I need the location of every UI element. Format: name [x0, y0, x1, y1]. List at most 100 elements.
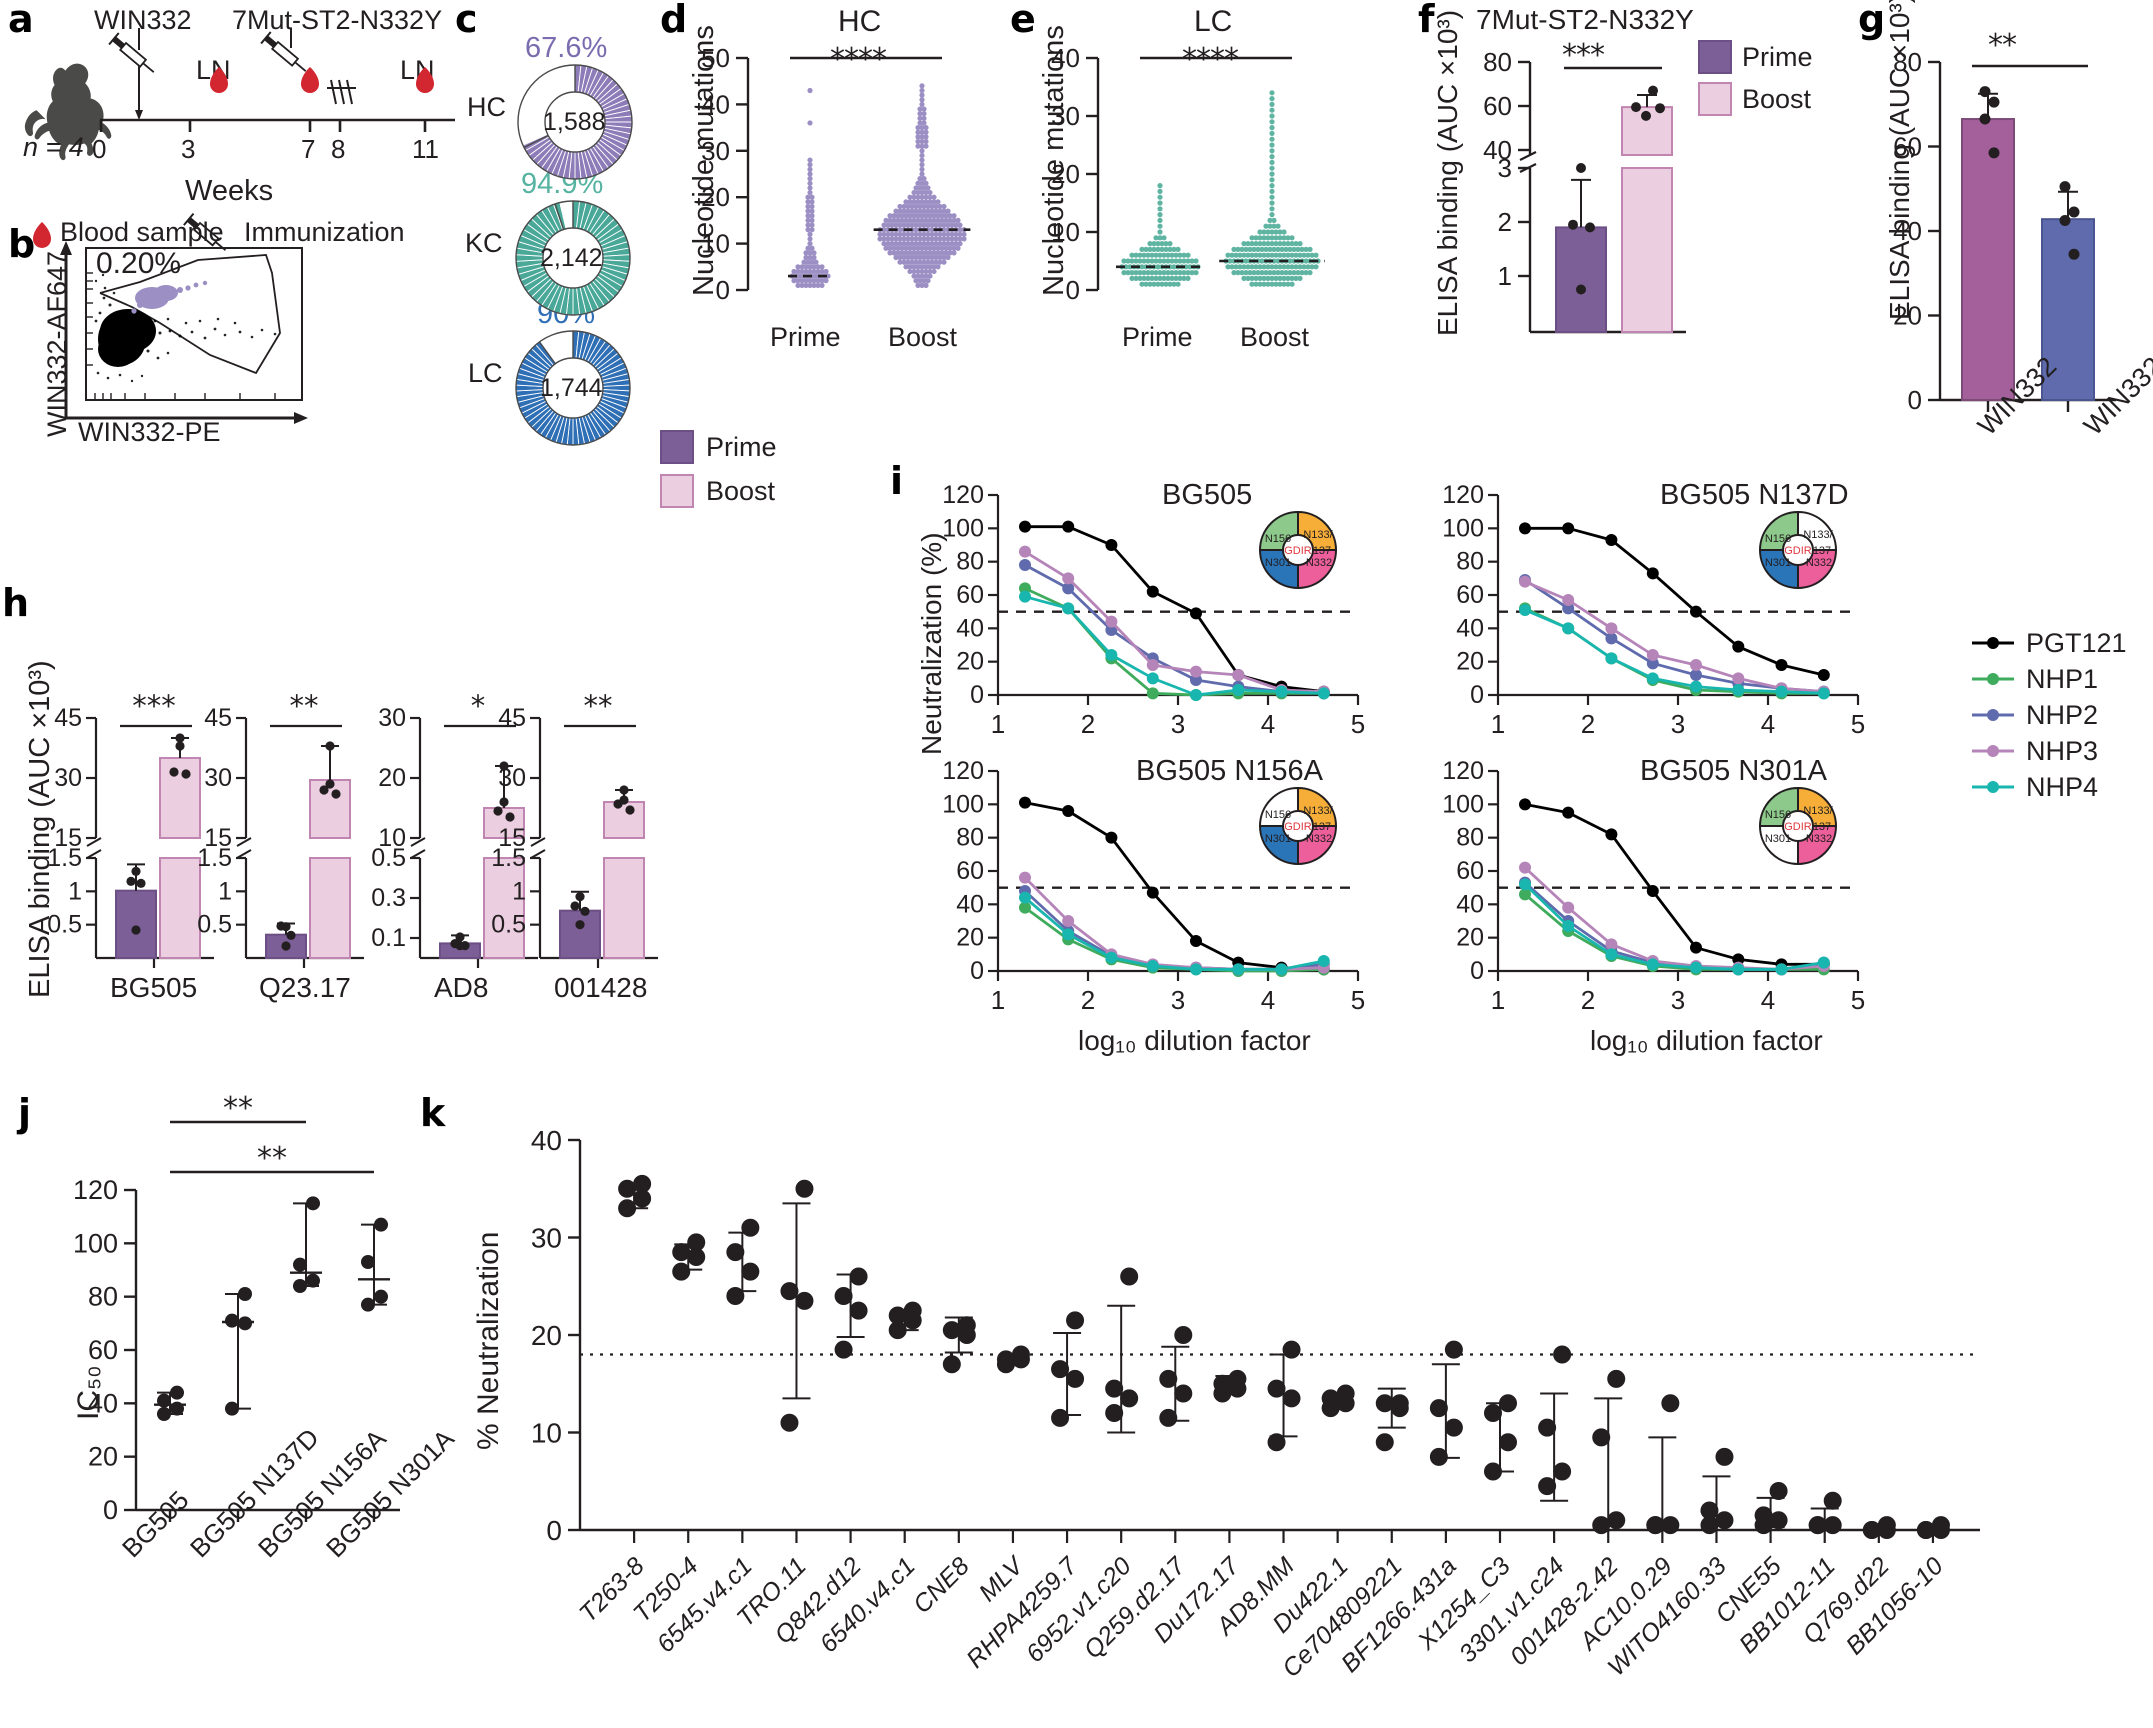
svg-text:N332: N332 — [1306, 557, 1332, 569]
panel-a-tick-8: 8 — [331, 134, 346, 164]
panel-a-axis-title-wrap: Weeks Blood sample Immunization — [0, 175, 470, 251]
svg-text:2: 2 — [1498, 207, 1512, 237]
svg-text:30: 30 — [531, 1223, 562, 1254]
svg-text:4: 4 — [1761, 709, 1775, 739]
svg-text:3: 3 — [1171, 709, 1185, 739]
svg-text:N133/: N133/ — [1803, 805, 1833, 817]
blood-drop-icon — [33, 222, 51, 248]
panel-h-label: h — [2, 581, 30, 625]
svg-text:100: 100 — [942, 514, 984, 542]
svg-text:0: 0 — [716, 275, 730, 305]
panel-c: c 67.6% HC 94.9% KC 90% LC 1,588 2,142 1… — [455, 0, 655, 450]
svg-text:5: 5 — [1351, 985, 1365, 1015]
svg-text:5: 5 — [1851, 709, 1865, 739]
legend-label-nhp3: NHP3 — [2026, 735, 2099, 766]
panel-b: b — [0, 225, 480, 475]
svg-text:137: 137 — [1313, 545, 1331, 557]
svg-text:20: 20 — [956, 648, 984, 676]
svg-text:1: 1 — [1491, 985, 1505, 1015]
panel-j-label: j — [18, 1091, 32, 1135]
svg-text:GDIR: GDIR — [1284, 821, 1312, 833]
svg-text:137: 137 — [1313, 821, 1331, 833]
legend-label-nhp1: NHP1 — [2026, 663, 2099, 694]
panel-c-donut-HC-count: 1,588 — [543, 108, 606, 136]
svg-text:137: 137 — [1813, 545, 1831, 557]
legend-label-nhp4: NHP4 — [2026, 771, 2099, 802]
svg-text:80: 80 — [1456, 824, 1484, 852]
panel-i-sub2-title: BG505 N156A — [1136, 755, 1324, 787]
panel-d-significance: **** — [830, 42, 887, 77]
panel-e-plot: 0 10 20 30 40 — [1051, 43, 1325, 305]
svg-text:10: 10 — [531, 1418, 562, 1449]
svg-text:15: 15 — [54, 824, 82, 852]
svg-text:1: 1 — [218, 877, 232, 905]
legend-swatch-boost — [1698, 82, 1732, 116]
svg-text:60: 60 — [88, 1335, 118, 1365]
svg-text:***: *** — [132, 689, 176, 723]
svg-text:100: 100 — [73, 1228, 118, 1258]
svg-text:1.5: 1.5 — [47, 844, 82, 872]
svg-text:80: 80 — [956, 824, 984, 852]
panel-a-immunogen2: 7Mut-ST2-N332Y — [232, 5, 443, 35]
panel-c-donut-KC-count: 2,142 — [540, 244, 603, 272]
svg-text:100: 100 — [942, 790, 984, 818]
svg-text:20: 20 — [701, 182, 730, 212]
svg-text:1.5: 1.5 — [491, 844, 526, 872]
svg-text:100: 100 — [1442, 790, 1484, 818]
svg-text:20: 20 — [531, 1320, 562, 1351]
legend-line-nhp4 — [1972, 781, 2014, 793]
svg-text:N156: N156 — [1265, 533, 1291, 545]
svg-text:40: 40 — [88, 1388, 118, 1418]
svg-text:5: 5 — [1351, 709, 1365, 739]
svg-text:30: 30 — [1051, 101, 1080, 131]
svg-text:60: 60 — [1456, 857, 1484, 885]
svg-text:1: 1 — [1498, 261, 1512, 291]
panel-j-plot: 0 20 40 60 80 100 120 **** — [73, 1091, 400, 1525]
panel-h-group-0: BG505 — [110, 972, 198, 1003]
panel-d-plot: 0 10 20 30 40 50 — [701, 43, 971, 305]
svg-text:1.5: 1.5 — [197, 844, 232, 872]
svg-text:N332: N332 — [1306, 833, 1332, 845]
syringe-icon — [108, 32, 155, 73]
svg-text:40: 40 — [1456, 890, 1484, 918]
panel-i-sub3-title: BG505 N301A — [1640, 755, 1828, 787]
svg-text:50: 50 — [701, 43, 730, 73]
panel-i-xlabel-left-text: log₁₀ dilution factor — [1078, 1025, 1311, 1056]
panel-a-tick-0: 0 — [92, 134, 107, 164]
svg-text:0.5: 0.5 — [197, 911, 232, 939]
panel-h-plot: 1530450.511.5***1530450.511.5**1020300.1… — [47, 689, 658, 968]
svg-text:30: 30 — [54, 764, 82, 792]
panel-g-plot: 0 20 40 60 80 — [1893, 47, 2116, 415]
panel-g-label: g — [1858, 0, 1886, 41]
svg-text:20: 20 — [1051, 159, 1080, 189]
panel-a-legend-blood: Blood sample — [60, 217, 224, 247]
legend-line-nhp1 — [1972, 673, 2014, 685]
svg-text:30: 30 — [498, 764, 526, 792]
panel-j: j IC₅₀ 0 20 40 60 80 100 120 ** ** BG505 BG505 N… — [0, 1080, 460, 1720]
panel-k-label: k — [420, 1091, 446, 1135]
panel-d-title: HC — [838, 5, 882, 38]
svg-text:80: 80 — [956, 548, 984, 576]
panel-b-gate-pct: 0.20% — [96, 247, 182, 280]
svg-text:0: 0 — [1470, 957, 1484, 985]
panel-a-immunogen1: WIN332 — [94, 5, 192, 35]
svg-text:3: 3 — [1671, 985, 1685, 1015]
panel-b-xlabel: WIN332-PE — [78, 417, 221, 447]
svg-text:GDIR: GDIR — [1784, 821, 1812, 833]
panel-c-donuts — [515, 64, 633, 446]
svg-text:2: 2 — [1081, 985, 1095, 1015]
legend-label-boost-h: Boost — [706, 475, 776, 506]
svg-text:N332: N332 — [1806, 833, 1832, 845]
svg-text:0: 0 — [103, 1495, 118, 1525]
panel-c-donut-LC-count: 1,744 — [540, 374, 603, 402]
svg-text:120: 120 — [1442, 757, 1484, 785]
svg-text:120: 120 — [942, 481, 984, 509]
svg-text:20: 20 — [378, 764, 406, 792]
panel-h-group-3: 001428 — [554, 972, 648, 1003]
svg-text:GDIR: GDIR — [1784, 545, 1812, 557]
svg-text:4: 4 — [1261, 985, 1275, 1015]
legend-swatch-prime — [1698, 40, 1732, 74]
svg-text:1: 1 — [68, 877, 82, 905]
svg-text:2: 2 — [1081, 709, 1095, 739]
legend-line-pgt121 — [1972, 637, 2014, 649]
